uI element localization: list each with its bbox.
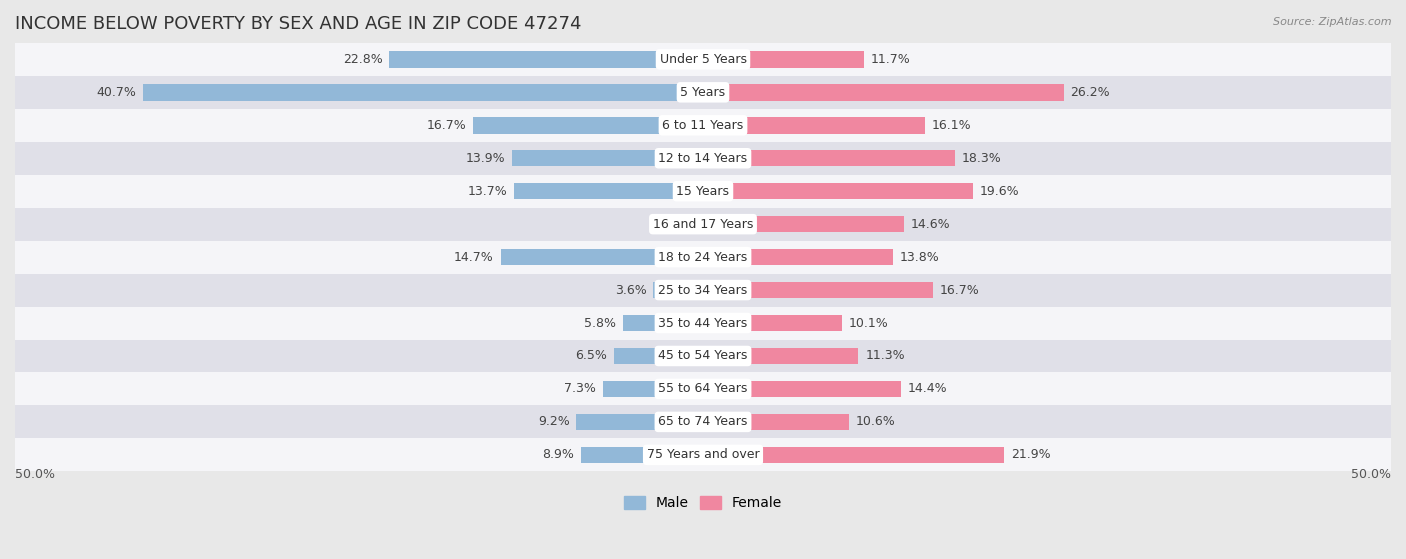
Bar xyxy=(703,381,901,397)
Bar xyxy=(15,43,1391,76)
Bar xyxy=(15,175,1391,208)
Text: 35 to 44 Years: 35 to 44 Years xyxy=(658,316,748,330)
Text: 14.4%: 14.4% xyxy=(908,382,948,395)
Text: 13.7%: 13.7% xyxy=(468,184,508,198)
Bar xyxy=(15,142,1391,175)
Text: 12 to 14 Years: 12 to 14 Years xyxy=(658,151,748,165)
Bar xyxy=(15,208,1391,240)
Text: 3.6%: 3.6% xyxy=(614,283,647,297)
Bar xyxy=(15,76,1391,109)
Bar xyxy=(703,150,955,167)
Text: 6.5%: 6.5% xyxy=(575,349,606,362)
Bar xyxy=(703,447,1004,463)
Text: 65 to 74 Years: 65 to 74 Years xyxy=(658,415,748,428)
Text: 40.7%: 40.7% xyxy=(96,86,136,99)
Text: 26.2%: 26.2% xyxy=(1070,86,1109,99)
Text: 13.9%: 13.9% xyxy=(465,151,505,165)
Bar xyxy=(703,84,1063,101)
Bar xyxy=(654,282,703,299)
Text: 16.7%: 16.7% xyxy=(426,119,467,132)
Text: 45 to 54 Years: 45 to 54 Years xyxy=(658,349,748,362)
Bar xyxy=(581,447,703,463)
Bar xyxy=(703,51,865,68)
Bar xyxy=(474,117,703,134)
Text: 10.6%: 10.6% xyxy=(856,415,896,428)
Text: 7.3%: 7.3% xyxy=(564,382,596,395)
Text: 1.0%: 1.0% xyxy=(651,217,682,231)
Text: 50.0%: 50.0% xyxy=(1351,468,1391,481)
Text: 21.9%: 21.9% xyxy=(1011,448,1050,461)
Legend: Male, Female: Male, Female xyxy=(619,491,787,516)
Bar xyxy=(15,273,1391,306)
Bar xyxy=(703,315,842,331)
Text: 10.1%: 10.1% xyxy=(849,316,889,330)
Bar xyxy=(613,348,703,364)
Text: 50.0%: 50.0% xyxy=(15,468,55,481)
Text: 8.9%: 8.9% xyxy=(541,448,574,461)
Text: 5.8%: 5.8% xyxy=(585,316,616,330)
Bar xyxy=(15,405,1391,438)
Text: 9.2%: 9.2% xyxy=(537,415,569,428)
Text: Source: ZipAtlas.com: Source: ZipAtlas.com xyxy=(1274,17,1392,27)
Bar xyxy=(703,183,973,200)
Text: 16.1%: 16.1% xyxy=(931,119,972,132)
Text: 14.7%: 14.7% xyxy=(454,250,494,264)
Bar xyxy=(515,183,703,200)
Text: 16.7%: 16.7% xyxy=(939,283,980,297)
Text: 55 to 64 Years: 55 to 64 Years xyxy=(658,382,748,395)
Text: 25 to 34 Years: 25 to 34 Years xyxy=(658,283,748,297)
Text: 22.8%: 22.8% xyxy=(343,53,382,66)
Bar xyxy=(576,414,703,430)
Bar xyxy=(512,150,703,167)
Bar xyxy=(703,117,925,134)
Bar xyxy=(15,339,1391,372)
Bar xyxy=(703,249,893,266)
Text: 16 and 17 Years: 16 and 17 Years xyxy=(652,217,754,231)
Bar xyxy=(15,438,1391,471)
Text: 11.3%: 11.3% xyxy=(865,349,905,362)
Text: 75 Years and over: 75 Years and over xyxy=(647,448,759,461)
Bar xyxy=(703,282,932,299)
Bar xyxy=(15,109,1391,142)
Text: 6 to 11 Years: 6 to 11 Years xyxy=(662,119,744,132)
Bar xyxy=(143,84,703,101)
Text: Under 5 Years: Under 5 Years xyxy=(659,53,747,66)
Bar xyxy=(15,240,1391,273)
Bar xyxy=(603,381,703,397)
Text: INCOME BELOW POVERTY BY SEX AND AGE IN ZIP CODE 47274: INCOME BELOW POVERTY BY SEX AND AGE IN Z… xyxy=(15,15,582,33)
Bar xyxy=(501,249,703,266)
Bar xyxy=(703,216,904,233)
Text: 15 Years: 15 Years xyxy=(676,184,730,198)
Bar xyxy=(703,414,849,430)
Bar xyxy=(389,51,703,68)
Bar xyxy=(703,348,859,364)
Text: 18.3%: 18.3% xyxy=(962,151,1001,165)
Bar xyxy=(15,306,1391,339)
Bar xyxy=(689,216,703,233)
Text: 11.7%: 11.7% xyxy=(870,53,911,66)
Text: 18 to 24 Years: 18 to 24 Years xyxy=(658,250,748,264)
Text: 19.6%: 19.6% xyxy=(980,184,1019,198)
Text: 5 Years: 5 Years xyxy=(681,86,725,99)
Text: 14.6%: 14.6% xyxy=(911,217,950,231)
Bar xyxy=(623,315,703,331)
Bar xyxy=(15,372,1391,405)
Text: 13.8%: 13.8% xyxy=(900,250,939,264)
